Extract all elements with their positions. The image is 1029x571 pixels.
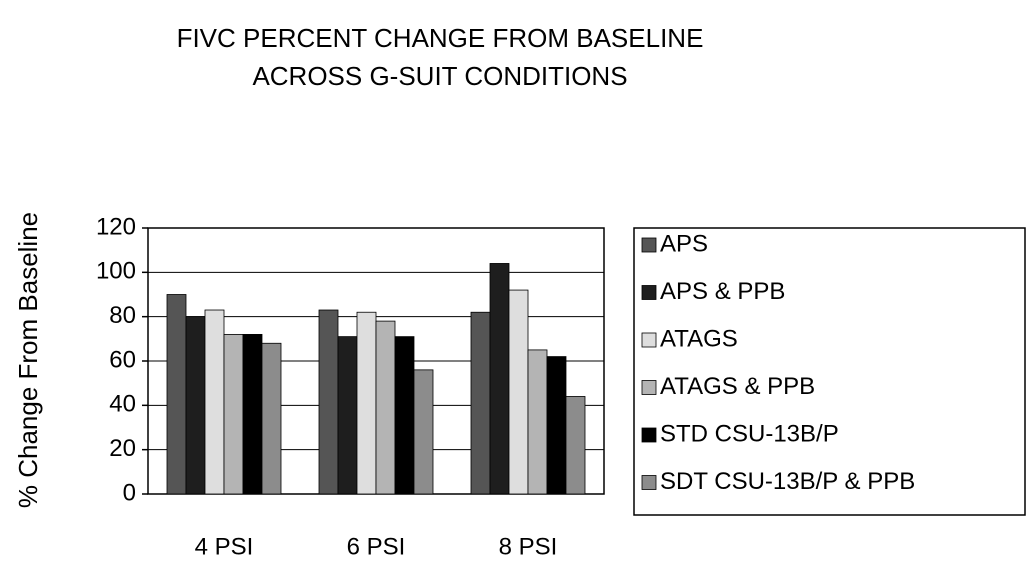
chart-title: FIVC PERCENT CHANGE FROM BASELINE: [177, 23, 704, 53]
y-tick-label: 60: [109, 346, 136, 373]
bar: [223, 333, 244, 495]
legend-swatch: [641, 475, 657, 490]
bar: [318, 309, 339, 495]
legend-swatch: [641, 332, 657, 348]
bar: [394, 336, 415, 495]
bar: [508, 289, 529, 495]
y-tick-label: 40: [109, 391, 136, 418]
legend-box: [633, 227, 1026, 516]
bar: [356, 311, 377, 495]
bar: [337, 336, 358, 495]
legend-label: APS & PPB: [660, 278, 785, 305]
bar: [413, 369, 434, 495]
y-tick-label: 0: [123, 479, 136, 506]
y-tick-label: 120: [96, 213, 136, 240]
bar: [546, 356, 567, 495]
bar: [166, 294, 187, 495]
x-tick-label: 8 PSI: [499, 533, 558, 560]
legend-swatch: [641, 237, 657, 253]
legend-swatch: [641, 380, 657, 395]
legend-label: ATAGS: [660, 325, 738, 352]
legend-label: ATAGS & PPB: [660, 373, 815, 400]
legend-swatch: [641, 427, 657, 443]
y-tick-label: 20: [109, 435, 136, 462]
y-tick-label: 100: [96, 258, 136, 285]
bar: [261, 342, 282, 495]
x-tick-label: 4 PSI: [195, 533, 254, 560]
bar: [489, 263, 510, 495]
bar: [375, 320, 396, 495]
bar: [470, 311, 491, 495]
x-tick-label: 6 PSI: [347, 533, 406, 560]
legend-label: STD CSU-13B/P: [660, 420, 839, 447]
y-axis-label: % Change From Baseline: [13, 212, 43, 508]
y-tick-label: 80: [109, 302, 136, 329]
bar: [185, 316, 206, 495]
chart-title: ACROSS G-SUIT CONDITIONS: [252, 61, 627, 91]
bar: [204, 309, 225, 495]
legend-label: SDT CSU-13B/P & PPB: [660, 468, 915, 495]
legend-swatch: [641, 285, 657, 300]
bar: [527, 349, 548, 495]
bar: [565, 396, 586, 495]
legend-label: APS: [660, 230, 708, 257]
bar: [242, 333, 263, 495]
